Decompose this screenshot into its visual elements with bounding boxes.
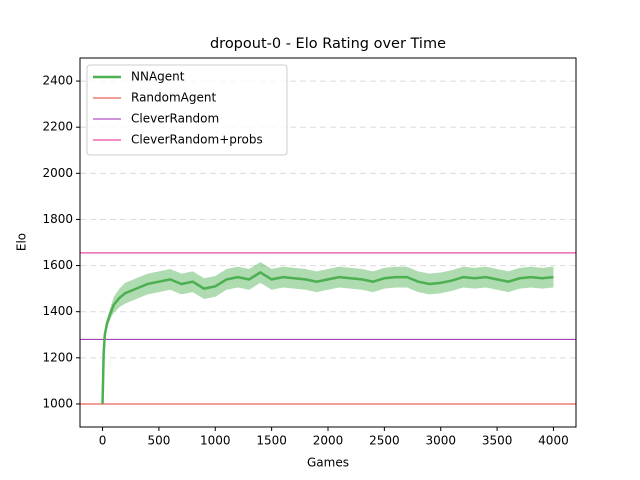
y-tick-label: 1800 <box>42 212 73 226</box>
y-axis-label: Elo <box>15 233 29 251</box>
y-tick-label: 1600 <box>42 258 73 272</box>
series-line <box>101 271 554 404</box>
x-tick-label: 1500 <box>256 434 287 448</box>
legend-label: NNAgent <box>131 70 185 84</box>
x-tick-label: 3000 <box>425 434 456 448</box>
x-tick-label: 3500 <box>482 434 513 448</box>
y-tick-label: 2000 <box>42 166 73 180</box>
chart-title: dropout-0 - Elo Rating over Time <box>210 36 446 52</box>
legend-label: CleverRandom <box>131 112 219 126</box>
x-tick-label: 2500 <box>369 434 400 448</box>
y-tick-label: 2400 <box>42 74 73 88</box>
confidence-band <box>102 262 554 404</box>
y-tick-label: 2200 <box>42 120 73 134</box>
y-tick-label: 1000 <box>42 396 73 410</box>
x-tick-label: 4000 <box>538 434 569 448</box>
y-tick-label: 1200 <box>42 350 73 364</box>
x-tick-label: 1000 <box>200 434 231 448</box>
x-tick-label: 2000 <box>313 434 344 448</box>
y-tick-label: 1400 <box>42 304 73 318</box>
x-tick-label: 0 <box>99 434 107 448</box>
plot-frame <box>79 57 577 428</box>
x-tick-label: 500 <box>147 434 170 448</box>
x-axis-label: Games <box>307 456 349 470</box>
legend-box <box>86 64 288 156</box>
legend-label: CleverRandom+probs <box>131 133 263 147</box>
legend-label: RandomAgent <box>131 91 216 105</box>
